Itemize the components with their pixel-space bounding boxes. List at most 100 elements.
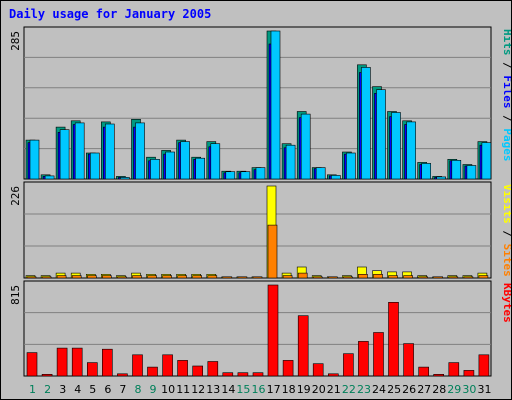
bar-pages-day-12 bbox=[195, 157, 205, 180]
x-tick-label-day-26: 26 bbox=[402, 383, 416, 396]
bar-pages-day-9 bbox=[150, 159, 160, 180]
bar-kbytes-day-26 bbox=[403, 343, 414, 377]
x-tick-label-day-24: 24 bbox=[372, 383, 386, 396]
bar-kbytes-day-4 bbox=[71, 347, 83, 377]
x-tick-label-day-29: 29 bbox=[447, 383, 461, 396]
bar-sites-day-26 bbox=[403, 275, 413, 279]
bar-kbytes-day-25 bbox=[388, 301, 399, 377]
bar-kbytes-day-12 bbox=[192, 365, 203, 377]
bar-pages-day-30 bbox=[466, 165, 477, 180]
bar-pages-day-8 bbox=[135, 122, 145, 180]
bar-pages-day-11 bbox=[180, 141, 190, 180]
bar-sites-day-10 bbox=[162, 275, 172, 279]
bar-kbytes-day-8 bbox=[132, 354, 143, 377]
bar-kbytes-day-31 bbox=[478, 354, 490, 377]
legend-separator: / bbox=[501, 224, 511, 244]
x-tick-label-day-3: 3 bbox=[59, 383, 66, 396]
bar-sites-day-1 bbox=[26, 276, 37, 279]
x-tick-label-day-5: 5 bbox=[89, 383, 96, 396]
bar-sites-day-18 bbox=[282, 275, 293, 279]
x-tick-label-day-13: 13 bbox=[206, 383, 220, 396]
bar-kbytes-day-2 bbox=[41, 373, 53, 377]
bar-kbytes-day-7 bbox=[117, 373, 128, 377]
bar-kbytes-day-10 bbox=[162, 354, 173, 377]
bar-pages-day-17 bbox=[270, 30, 281, 180]
bar-sites-day-16 bbox=[252, 276, 263, 279]
bar-sites-day-28 bbox=[433, 276, 444, 279]
bar-kbytes-day-14 bbox=[222, 372, 234, 377]
bar-pages-day-29 bbox=[451, 160, 462, 180]
bar-sites-day-27 bbox=[418, 276, 429, 279]
panel-2-legend: Visits / Sites bbox=[501, 184, 511, 277]
x-tick-label-day-21: 21 bbox=[327, 383, 341, 396]
bar-kbytes-day-3 bbox=[56, 347, 68, 377]
bar-sites-day-24 bbox=[373, 273, 383, 279]
legend-item-hits: Hits bbox=[501, 29, 511, 56]
bar-sites-day-12 bbox=[192, 275, 202, 279]
bar-kbytes-day-18 bbox=[282, 360, 294, 377]
bar-sites-day-3 bbox=[56, 275, 67, 279]
bar-sites-day-15 bbox=[237, 276, 248, 279]
bar-pages-day-5 bbox=[90, 152, 100, 180]
bar-pages-day-13 bbox=[210, 143, 221, 180]
panel-2-plot-area bbox=[23, 181, 492, 279]
bar-sites-day-25 bbox=[388, 275, 398, 279]
bar-pages-day-1 bbox=[29, 139, 40, 180]
bar-kbytes-day-13 bbox=[207, 361, 219, 377]
legend-separator: / bbox=[501, 56, 511, 76]
x-tick-label-day-22: 22 bbox=[342, 383, 356, 396]
bar-pages-day-3 bbox=[59, 129, 70, 180]
bar-sites-day-7 bbox=[117, 276, 127, 279]
bar-pages-day-26 bbox=[406, 121, 416, 180]
bar-pages-day-14 bbox=[225, 171, 236, 180]
bar-kbytes-day-22 bbox=[343, 353, 354, 377]
x-tick-label-day-4: 4 bbox=[74, 383, 81, 396]
bar-kbytes-day-1 bbox=[26, 352, 38, 377]
x-tick-label-day-15: 15 bbox=[236, 383, 250, 396]
x-tick-label-day-11: 11 bbox=[176, 383, 190, 396]
bar-sites-day-23 bbox=[358, 273, 368, 279]
bar-kbytes-day-27 bbox=[418, 366, 430, 377]
bar-pages-day-7 bbox=[120, 177, 130, 180]
x-tick-label-day-16: 16 bbox=[252, 383, 266, 396]
bar-kbytes-day-15 bbox=[237, 372, 249, 377]
bar-sites-day-13 bbox=[207, 275, 218, 279]
x-tick-label-day-14: 14 bbox=[221, 383, 235, 396]
bar-kbytes-day-16 bbox=[252, 372, 264, 377]
bar-pages-day-24 bbox=[376, 89, 386, 180]
bar-kbytes-day-28 bbox=[433, 373, 445, 377]
x-tick-label-day-31: 31 bbox=[478, 383, 492, 396]
x-tick-label-day-23: 23 bbox=[357, 383, 371, 396]
x-tick-label-day-17: 17 bbox=[267, 383, 281, 396]
bar-pages-day-6 bbox=[105, 123, 115, 180]
panel-1-legend: Hits / Files / Pages bbox=[501, 29, 511, 162]
x-tick-label-day-30: 30 bbox=[462, 383, 476, 396]
x-tick-label-day-9: 9 bbox=[150, 383, 157, 396]
bar-kbytes-day-30 bbox=[463, 370, 475, 377]
bar-kbytes-day-17 bbox=[267, 284, 279, 377]
bar-sites-day-6 bbox=[102, 275, 112, 279]
bar-pages-day-31 bbox=[481, 142, 492, 180]
x-tick-label-day-2: 2 bbox=[44, 383, 51, 396]
bar-pages-day-22 bbox=[346, 152, 356, 180]
bar-sites-day-9 bbox=[147, 275, 157, 279]
bar-pages-day-15 bbox=[240, 171, 251, 180]
bar-kbytes-day-5 bbox=[87, 362, 98, 377]
legend-item-visits: Visits bbox=[501, 184, 511, 224]
bar-pages-day-21 bbox=[330, 175, 341, 180]
bar-sites-day-21 bbox=[327, 276, 338, 279]
bar-pages-day-10 bbox=[165, 151, 175, 180]
bar-sites-day-20 bbox=[312, 276, 323, 279]
legend-item-sites: Sites bbox=[501, 244, 511, 277]
bar-sites-day-14 bbox=[222, 276, 233, 279]
bar-sites-day-11 bbox=[177, 275, 187, 279]
bar-sites-day-30 bbox=[463, 276, 474, 279]
bar-kbytes-day-19 bbox=[297, 315, 309, 377]
x-tick-label-day-20: 20 bbox=[312, 383, 326, 396]
bar-sites-day-5 bbox=[87, 275, 97, 279]
panel-2-ymax-label: 226 bbox=[9, 186, 22, 206]
x-tick-label-day-27: 27 bbox=[417, 383, 431, 396]
bar-kbytes-day-23 bbox=[358, 341, 369, 377]
bar-sites-day-2 bbox=[41, 276, 52, 279]
x-tick-label-day-25: 25 bbox=[387, 383, 401, 396]
